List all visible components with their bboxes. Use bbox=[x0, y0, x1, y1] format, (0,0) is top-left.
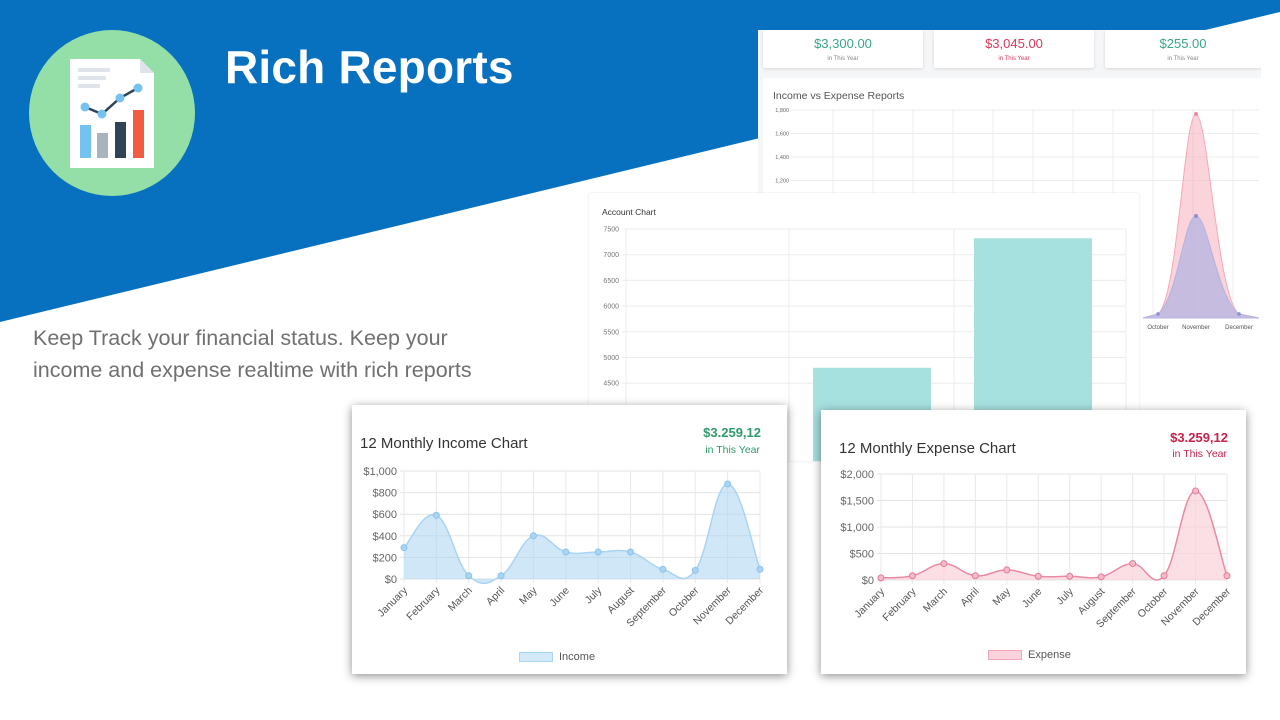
summary-balance: $255.00 in This Year bbox=[1105, 30, 1261, 68]
expense-legend-label: Expense bbox=[1028, 649, 1071, 661]
summary-expense-value: $3,045.00 bbox=[985, 36, 1043, 51]
y-tick-label: 5500 bbox=[603, 329, 619, 336]
data-point bbox=[1097, 573, 1105, 581]
data-point bbox=[659, 565, 667, 573]
y-tick-label: $2,000 bbox=[840, 469, 874, 481]
data-point bbox=[1156, 312, 1160, 316]
data-point bbox=[497, 572, 505, 580]
x-tick-label: June bbox=[1020, 586, 1045, 611]
y-tick-label: 1,200 bbox=[775, 179, 789, 185]
series-area bbox=[881, 490, 1227, 581]
y-tick-label: $800 bbox=[373, 488, 397, 500]
summary-expense: $3,045.00 in This Year bbox=[934, 30, 1094, 68]
y-tick-label: $500 bbox=[850, 549, 874, 561]
expense-card: 12 Monthly Expense Chart $3.259,12 in Th… bbox=[821, 410, 1246, 674]
x-tick-label: July bbox=[583, 584, 605, 606]
y-tick-label: 5000 bbox=[603, 355, 619, 362]
y-tick-label: $200 bbox=[373, 552, 397, 564]
data-point bbox=[1194, 112, 1198, 116]
data-point bbox=[971, 572, 979, 580]
expense-card-title: 12 Monthly Expense Chart bbox=[839, 440, 1016, 457]
y-tick-label: $400 bbox=[373, 531, 397, 543]
reports-title: Income vs Expense Reports bbox=[773, 90, 904, 102]
x-tick-label: April bbox=[484, 585, 507, 608]
x-tick-label: May bbox=[517, 584, 540, 607]
y-tick-label: 1,800 bbox=[775, 108, 789, 114]
expense-legend[interactable]: Expense bbox=[988, 649, 1071, 661]
expense-legend-swatch bbox=[988, 650, 1022, 660]
data-point bbox=[1237, 312, 1241, 316]
y-tick-label: $1,000 bbox=[363, 466, 397, 478]
data-point bbox=[940, 560, 948, 568]
data-point bbox=[529, 532, 537, 540]
y-tick-label: 6000 bbox=[603, 304, 619, 311]
income-card-period: in This Year bbox=[705, 444, 760, 456]
x-tick-label: February bbox=[404, 584, 443, 623]
x-tick-label: October bbox=[1147, 325, 1168, 331]
expense-card-amount: $3.259,12 bbox=[1170, 430, 1228, 445]
summary-balance-value: $255.00 bbox=[1159, 36, 1207, 51]
y-tick-label: 6500 bbox=[603, 278, 619, 285]
income-legend-label: Income bbox=[559, 651, 596, 663]
account-title: Account Chart bbox=[602, 207, 656, 217]
x-tick-label: February bbox=[880, 585, 919, 624]
income-card: 12 Monthly Income Chart $3.259,12 in Thi… bbox=[352, 405, 787, 674]
y-tick-label: $0 bbox=[862, 575, 874, 587]
y-tick-label: $1,500 bbox=[840, 496, 874, 508]
data-point bbox=[877, 574, 885, 582]
x-tick-label: March bbox=[446, 585, 475, 614]
x-tick-label: June bbox=[547, 585, 572, 610]
data-point bbox=[1003, 566, 1011, 574]
x-tick-label: July bbox=[1054, 585, 1076, 607]
data-point bbox=[1192, 487, 1200, 495]
y-tick-label: 1,600 bbox=[775, 132, 789, 138]
x-tick-label: March bbox=[921, 586, 950, 615]
y-tick-label: $600 bbox=[373, 509, 397, 521]
y-tick-label: 4500 bbox=[603, 381, 619, 388]
summary-income: $3,300.00 in This Year bbox=[763, 30, 923, 68]
y-tick-label: 7500 bbox=[603, 227, 619, 234]
y-tick-label: 1,400 bbox=[775, 155, 789, 161]
report-chart-icon bbox=[29, 30, 195, 196]
summary-balance-label: in This Year bbox=[1167, 56, 1199, 62]
data-point bbox=[756, 565, 764, 573]
income-legend-swatch bbox=[519, 652, 553, 662]
summary-expense-label: in This Year bbox=[998, 56, 1030, 62]
series-area bbox=[404, 483, 760, 584]
data-point bbox=[465, 572, 473, 580]
expense-card-period: in This Year bbox=[1172, 448, 1227, 460]
data-point bbox=[724, 480, 732, 488]
x-tick-label: November bbox=[1182, 325, 1210, 331]
data-point bbox=[691, 566, 699, 574]
data-point bbox=[1034, 572, 1042, 580]
slide-description: Keep Track your financial status. Keep y… bbox=[33, 326, 472, 382]
data-point bbox=[1129, 560, 1137, 568]
slide-title: Rich Reports bbox=[225, 41, 514, 93]
x-tick-label: May bbox=[990, 585, 1013, 608]
data-point bbox=[400, 544, 408, 552]
y-tick-label: $1,000 bbox=[840, 522, 874, 534]
data-point bbox=[562, 548, 570, 556]
data-point bbox=[627, 548, 635, 556]
series-area bbox=[1142, 215, 1260, 319]
summary-income-value: $3,300.00 bbox=[814, 36, 872, 51]
income-legend[interactable]: Income bbox=[519, 651, 595, 663]
data-point bbox=[908, 572, 916, 580]
y-tick-label: 7000 bbox=[603, 252, 619, 259]
data-point bbox=[594, 548, 602, 556]
x-tick-label: April bbox=[958, 586, 981, 609]
x-tick-label: December bbox=[1225, 325, 1253, 331]
x-tick-label: August bbox=[605, 585, 637, 617]
data-point bbox=[1160, 572, 1168, 580]
data-point bbox=[1194, 214, 1198, 218]
data-point bbox=[1066, 572, 1074, 580]
summary-income-label: in This Year bbox=[827, 56, 859, 62]
y-tick-label: $0 bbox=[385, 574, 397, 586]
income-card-amount: $3.259,12 bbox=[703, 425, 761, 440]
data-point bbox=[432, 511, 440, 519]
income-card-title: 12 Monthly Income Chart bbox=[360, 435, 528, 452]
data-point bbox=[1223, 572, 1231, 580]
